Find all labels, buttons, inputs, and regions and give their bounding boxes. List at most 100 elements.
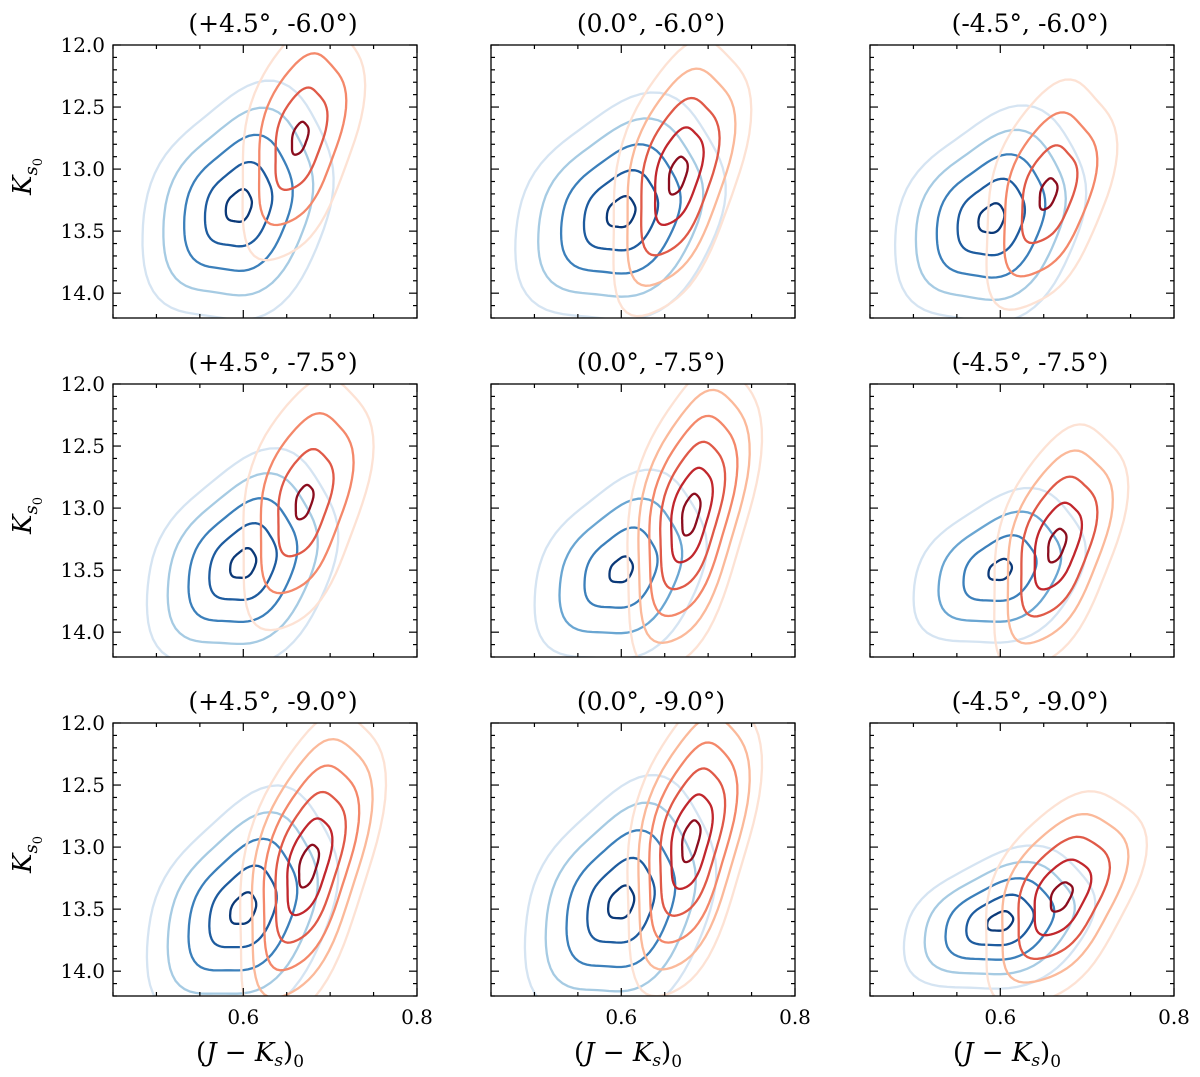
panel-9: (-4.5°, -9.0°) 0.6 0.8 (J − Ks)0	[869, 687, 1190, 1072]
blue-contour-level-3	[962, 534, 1038, 603]
red-contour-level-3	[277, 447, 335, 558]
blue-contour-level-3	[183, 133, 294, 273]
y-tick-label: 13.0	[60, 496, 105, 520]
red-contour-level-2	[259, 412, 355, 595]
blue-contour-level-4	[586, 856, 656, 944]
red-contour-level-1	[241, 45, 367, 262]
y-tick-label: 12.0	[60, 372, 105, 396]
panel-6: (-4.5°, -7.5°)	[869, 348, 1175, 658]
contour-set	[533, 384, 764, 657]
x-tick-label: 0.8	[779, 1005, 811, 1029]
red-contour-level-2	[257, 52, 348, 227]
blue-contour-level-5	[224, 188, 254, 223]
panel-8: (0.0°, -9.0°) 0.6 0.8 (J − Ks)0	[490, 687, 811, 1072]
blue-contour-level-3	[944, 877, 1056, 961]
red-contour-level-6	[680, 492, 702, 537]
red-contour-level-5	[670, 466, 714, 564]
red-contour-level-6	[680, 819, 702, 864]
blue-contour-level-5	[985, 910, 1015, 932]
blue-contour-level-5	[977, 202, 1006, 235]
red-contour-level-2	[250, 737, 374, 996]
panel-3: (-4.5°, -6.0°)	[869, 9, 1175, 319]
contour-set	[141, 45, 367, 318]
red-contour-level-3	[262, 764, 361, 972]
red-contour-level-3	[1020, 144, 1079, 245]
red-contour-level-4	[1033, 501, 1084, 591]
red-contour-level-1	[985, 78, 1119, 311]
panel-title: (+4.5°, -6.0°)	[188, 9, 357, 38]
red-contour-level-6	[297, 843, 321, 889]
panel-title: (-4.5°, -6.0°)	[952, 9, 1109, 38]
axes-frame	[112, 44, 418, 319]
y-tick-label: 12.5	[60, 773, 105, 797]
red-contour-level-4	[1033, 858, 1093, 937]
panel-title: (0.0°, -9.0°)	[577, 687, 725, 716]
red-contour-level-2	[1006, 449, 1114, 645]
blue-contour-level-4	[208, 864, 278, 949]
blue-contour-level-2	[544, 801, 697, 993]
blue-contour-level-5	[228, 547, 258, 579]
blue-contour-level-2	[923, 860, 1076, 976]
axes-frame	[490, 383, 796, 658]
red-contour-level-4	[659, 440, 727, 591]
red-contour-level-3	[640, 96, 721, 257]
red-contour-level-3	[1020, 475, 1099, 618]
y-axis-label: Ks0	[8, 836, 46, 874]
panel-4: (+4.5°, -7.5°) 12.0 12.5 13.0 13.5 14.0 Ks0	[8, 348, 418, 658]
y-tick-label: 13.5	[60, 219, 105, 243]
red-contour-level-2	[637, 723, 751, 971]
red-contour-level-5	[286, 817, 334, 917]
y-axis-label: Ks0	[8, 158, 46, 196]
panel-title: (-4.5°, -9.0°)	[952, 687, 1109, 716]
red-contour-level-3	[1017, 835, 1112, 961]
x-tick-label: 0.6	[227, 1005, 259, 1029]
red-contour-level-3	[648, 414, 739, 618]
panel-title: (0.0°, -6.0°)	[577, 9, 725, 38]
panel-title: (+4.5°, -7.5°)	[188, 348, 357, 377]
red-contour-level-5	[1047, 527, 1068, 564]
red-contour-level-4	[290, 120, 310, 156]
y-tick-label: 14.0	[60, 959, 105, 983]
blue-contour-level-4	[582, 169, 660, 252]
panel-7: (+4.5°, -9.0°) 12.0 12.5 13.0 13.5 14.0 Ks0 0.6…	[8, 687, 433, 1072]
red-contour-level-3	[648, 741, 739, 944]
blue-contour-level-1	[141, 79, 335, 318]
contour-set	[514, 45, 753, 318]
red-contour-level-4	[653, 126, 705, 227]
red-contour-level-3	[274, 86, 329, 192]
panel-title: (0.0°, -7.5°)	[577, 348, 725, 377]
contour-set	[523, 723, 764, 996]
blue-contour-level-5	[606, 884, 636, 920]
panel-1: (+4.5°, -6.0°) 12.0 12.5 13.0 13.5 14.0 Ks0	[8, 9, 418, 319]
red-contour-level-2	[1001, 812, 1130, 984]
blue-contour-level-1	[902, 844, 1097, 990]
blue-contour-level-2	[166, 472, 319, 646]
x-tick-label: 0.6	[984, 1005, 1016, 1029]
contour-set	[902, 790, 1149, 996]
panel-title: (-4.5°, -7.5°)	[952, 348, 1109, 377]
y-tick-label: 12.5	[60, 95, 105, 119]
red-contour-level-1	[993, 423, 1130, 657]
red-contour-level-2	[637, 388, 751, 645]
blue-contour-level-3	[935, 153, 1047, 279]
blue-contour-level-1	[145, 784, 340, 996]
panel-title: (+4.5°, -9.0°)	[188, 687, 357, 716]
blue-contour-level-2	[914, 128, 1067, 302]
x-axis-label: (J − Ks)0	[196, 1038, 304, 1072]
contour-set	[893, 78, 1119, 318]
x-tick-label: 0.8	[1158, 1005, 1190, 1029]
x-axis-label: (J − Ks)0	[953, 1038, 1061, 1072]
red-contour-level-5	[670, 793, 714, 891]
contour-set	[145, 723, 388, 996]
y-tick-label: 13.0	[60, 157, 105, 181]
red-contour-level-1	[242, 384, 375, 632]
panel-2: (0.0°, -6.0°)	[490, 9, 796, 319]
blue-contour-level-1	[533, 468, 708, 657]
y-tick-label: 12.0	[60, 33, 105, 57]
red-contour-level-2	[1003, 111, 1099, 278]
red-contour-level-1	[626, 723, 764, 996]
blue-contour-level-3	[559, 143, 682, 275]
y-tick-label: 13.5	[60, 897, 105, 921]
blue-contour-level-3	[583, 526, 659, 609]
red-contour-level-4	[294, 483, 315, 521]
